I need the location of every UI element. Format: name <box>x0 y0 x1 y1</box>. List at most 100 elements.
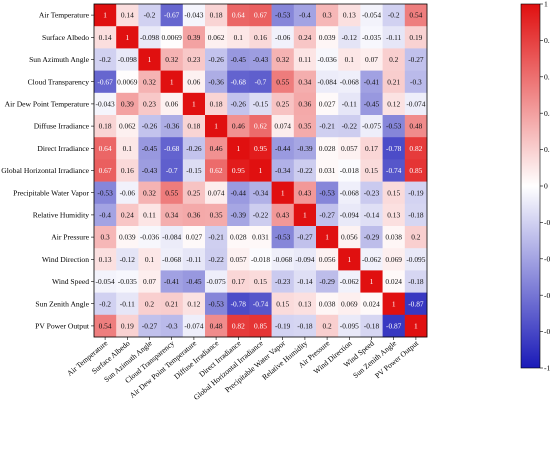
heatmap-cell <box>360 226 383 249</box>
cell-value-label: -0.094 <box>295 255 314 264</box>
cell-value-label: 0.039 <box>119 233 136 242</box>
cell-value-label: 0.32 <box>143 77 156 86</box>
heatmap-cell <box>382 115 406 138</box>
cell-value-label: 0.23 <box>143 100 156 109</box>
cell-value-label: 0.32 <box>276 55 289 64</box>
cell-value-label: -0.67 <box>164 11 180 20</box>
heatmap-cell <box>160 203 184 227</box>
heatmap-cell <box>160 48 184 71</box>
heatmap-cell <box>205 292 228 316</box>
cell-value-label: -0.19 <box>275 322 291 331</box>
heatmap-cell <box>249 70 272 94</box>
cell-value-label: -0.27 <box>319 211 335 220</box>
cell-value-label: 0.95 <box>232 166 245 175</box>
heatmap-cell <box>116 181 139 205</box>
cell-value-label: -0.22 <box>253 211 269 220</box>
heatmap-cell <box>338 181 361 205</box>
cell-value-label: -0.043 <box>184 11 203 20</box>
heatmap-cell <box>249 226 272 249</box>
cell-value-label: 0.39 <box>121 100 134 109</box>
cell-value-label: 0.038 <box>385 233 402 242</box>
heatmap-cell <box>138 92 161 116</box>
cell-value-label: 0.18 <box>210 100 223 109</box>
cell-value-label: 0.16 <box>254 33 267 42</box>
cell-value-label: -0.53 <box>97 188 113 197</box>
cell-value-label: -0.18 <box>297 322 313 331</box>
cell-value-label: 0.24 <box>298 33 311 42</box>
heatmap-cell <box>94 292 117 316</box>
cell-value-label: -0.035 <box>362 33 381 42</box>
heatmap-cell <box>182 137 206 160</box>
cell-value-label: -0.036 <box>140 233 159 242</box>
heatmap-cell <box>249 115 272 138</box>
heatmap-cell <box>205 92 228 116</box>
heatmap-cell <box>293 292 317 316</box>
cell-value-label: 0.17 <box>232 277 245 286</box>
cell-value-label: 1 <box>192 100 196 109</box>
heatmap-cell <box>382 70 406 94</box>
heatmap-cell <box>404 203 428 227</box>
heatmap-cell <box>160 181 184 205</box>
cell-value-label: -0.068 <box>162 255 181 264</box>
colorbar-ticks: 1 0.8 0.6 0.4 0.2 0 -0.2 -0.4 -0.6 -0.8 -1 <box>540 0 550 373</box>
heatmap-cell <box>160 248 184 271</box>
cell-value-label: 0.2 <box>145 299 155 308</box>
cell-value-label: 0.027 <box>319 100 336 109</box>
cell-value-label: -0.062 <box>340 277 359 286</box>
cell-value-label: -0.11 <box>386 33 401 42</box>
heatmap-cell <box>182 181 206 205</box>
heatmap-cell <box>138 26 161 49</box>
cell-value-label: -0.34 <box>275 166 291 175</box>
heatmap-cell <box>271 137 295 160</box>
heatmap-cell <box>271 4 295 27</box>
heatmap-cell <box>338 4 361 27</box>
cell-value-label: -0.11 <box>342 100 357 109</box>
cell-value-label: -0.11 <box>120 299 135 308</box>
cell-value-label: -0.45 <box>142 144 158 153</box>
heatmap-cell <box>182 48 206 71</box>
cell-value-label: -0.074 <box>406 100 425 109</box>
heatmap-cell <box>160 4 184 27</box>
heatmap-cell <box>271 159 295 182</box>
cell-value-label: 0.14 <box>99 33 112 42</box>
heatmap-cell <box>182 292 206 316</box>
y-tick-label: Wind Direction <box>42 255 89 264</box>
cell-value-label: 0.35 <box>298 122 311 131</box>
heatmap-cell <box>227 292 250 316</box>
heatmap-cell <box>205 4 228 27</box>
heatmap-cell <box>382 292 406 316</box>
cell-value-label: 0.1 <box>234 33 244 42</box>
cell-value-label: -0.18 <box>408 211 424 220</box>
heatmap-cell <box>360 159 383 182</box>
heatmap-cell <box>205 270 228 293</box>
heatmap-cell <box>116 292 139 316</box>
cell-value-label: -0.4 <box>299 11 311 20</box>
heatmap-cell <box>138 48 161 71</box>
heatmap-cell <box>116 48 139 71</box>
heatmap-cell <box>205 70 228 94</box>
heatmap-cell <box>160 314 184 338</box>
heatmap-cell <box>338 314 361 338</box>
heatmap-cell <box>360 292 383 316</box>
cell-value-label: 0.027 <box>186 233 203 242</box>
heatmap-cell <box>293 270 317 293</box>
heatmap-cell <box>138 70 161 94</box>
heatmap-cell <box>227 248 250 271</box>
heatmap-cell <box>293 314 317 338</box>
heatmap-cell <box>316 314 339 338</box>
cell-value-label: 0.3 <box>100 233 110 242</box>
cell-value-label: 1 <box>214 122 218 131</box>
cell-value-label: -0.44 <box>231 188 247 197</box>
heatmap-cell <box>182 70 206 94</box>
colorbar-tick-label: 0.8 <box>544 36 550 45</box>
heatmap-cell <box>138 159 161 182</box>
cell-value-label: 0.3 <box>322 11 332 20</box>
cell-value-label: -0.084 <box>162 233 181 242</box>
heatmap-cell <box>338 48 361 71</box>
heatmap-cell <box>404 48 428 71</box>
cell-value-label: 0.18 <box>187 122 200 131</box>
cell-value-label: 1 <box>103 11 107 20</box>
cell-value-label: -0.035 <box>118 277 137 286</box>
heatmap-cell <box>249 26 272 49</box>
